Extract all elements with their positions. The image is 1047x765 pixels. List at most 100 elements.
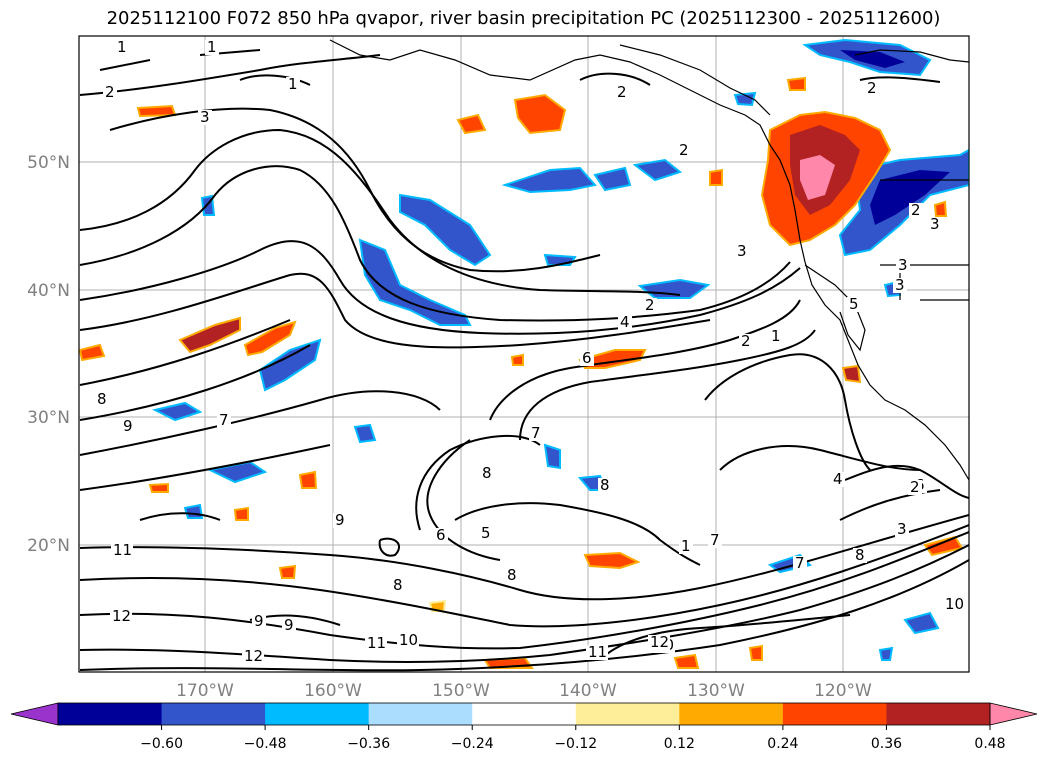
contour-label-background (847, 297, 861, 312)
contour-label-background (242, 649, 264, 664)
contour-label-background (111, 543, 133, 558)
contour-label: 2 (645, 296, 655, 314)
colorbar-tick-label: 0.48 (974, 736, 1005, 752)
contour-label: 12 (650, 633, 669, 651)
contour-label: 7 (531, 424, 541, 442)
contour-label: 1 (681, 537, 691, 555)
contour-label-background (434, 528, 448, 543)
colorbar-segment (265, 703, 370, 725)
contour-label: 5 (849, 295, 859, 313)
contour-label-background (943, 597, 965, 612)
contour-label: 12 (244, 647, 263, 665)
lat-label-40n: 40°N (27, 281, 70, 301)
contour-label-background (735, 244, 749, 259)
contour-label-background (909, 203, 923, 218)
colorbar (10, 702, 1038, 726)
contour-labels: 1112222332323342156677888999910111212111… (95, 38, 965, 665)
contour-label-background (365, 636, 387, 651)
colorbar-segment (161, 703, 266, 725)
contour-label-background (618, 315, 632, 330)
contour-label-background (391, 578, 405, 593)
contour-label-background (679, 539, 693, 554)
contour-label: 1 (207, 38, 217, 56)
lon-label-130w: 130°W (687, 681, 745, 701)
contour-label-background (598, 478, 612, 493)
longitude-labels: 170°W 160°W 150°W 140°W 130°W 120°W (176, 681, 872, 701)
contour-label-background (769, 329, 783, 344)
contour-label-background (480, 466, 494, 481)
contour-label-background (615, 85, 629, 100)
contour-label-background (529, 426, 543, 441)
contour-label: 3 (895, 276, 905, 294)
colorbar-segment (782, 703, 887, 725)
contour-label: 3 (898, 256, 908, 274)
colorbar-tick-label: 0.36 (871, 736, 902, 752)
contour-label-background (286, 77, 300, 92)
lon-label-150w: 150°W (432, 681, 490, 701)
lat-label-20n: 20°N (27, 536, 70, 556)
contour-label: 8 (97, 390, 107, 408)
contour-label: 8 (482, 464, 492, 482)
contour-label: 2 (741, 332, 751, 350)
contour-label-background (896, 258, 910, 273)
contour-label: 10 (945, 595, 964, 613)
lat-label-30n: 30°N (27, 408, 70, 428)
contour-label: 4 (620, 313, 630, 331)
contour-label-background (928, 217, 942, 232)
colorbar-segment (58, 703, 163, 725)
contour-label-background (95, 392, 109, 407)
contour-label-background (853, 548, 867, 563)
contour-label: 11 (588, 643, 607, 661)
contour-label-background (479, 526, 493, 541)
contour-label: 6 (436, 526, 446, 544)
contour-label-background (708, 533, 722, 548)
lon-label-170w: 170°W (176, 681, 234, 701)
contour-label-background (580, 351, 594, 366)
positive-precip-patches (79, 76, 964, 669)
contour-label: 9 (254, 612, 264, 630)
contour-label: 9 (123, 417, 133, 435)
contour-label-background (643, 298, 657, 313)
contour-label-background (217, 413, 231, 428)
colorbar-segment (472, 703, 577, 725)
figure-title: 2025112100 F072 850 hPa qvapor, river ba… (106, 8, 941, 29)
contour-label: 2 (679, 141, 689, 159)
contour-label: 1 (288, 75, 298, 93)
contour-label-background (793, 556, 807, 571)
contour-label: 3 (930, 215, 940, 233)
contour-label-background (282, 618, 296, 633)
lat-label-50n: 50°N (27, 153, 70, 173)
colorbar-tick-label: −0.12 (554, 736, 597, 752)
contour-label: 3 (737, 242, 747, 260)
colorbar-ticks: −0.60 −0.48 −0.36 −0.24 −0.12 0.12 0.24 0.36 0.4… (140, 725, 1006, 752)
colorbar-frame (57, 702, 991, 726)
contour-label-background (831, 472, 845, 487)
contour-label-background (677, 143, 691, 158)
contour-label-background (121, 419, 135, 434)
contour-label-background (865, 81, 879, 96)
contour-label: 4 (833, 470, 843, 488)
contour-label-background (198, 110, 212, 125)
contour-label-background (895, 522, 909, 537)
colorbar-segment (368, 703, 473, 725)
contour-label: 10 (399, 631, 418, 649)
contour-label-background (115, 40, 129, 55)
contour-label-background (103, 85, 117, 100)
contour-label: 2 (867, 79, 877, 97)
contour-label-background (333, 513, 347, 528)
contour-label: 6 (582, 349, 592, 367)
contour-label: 3 (897, 520, 907, 538)
colorbar-tick-label: 0.12 (664, 736, 695, 752)
contour-label: 8 (600, 476, 610, 494)
contour-label-background (110, 609, 132, 624)
map-content: 1112222332323342156677888999910111212111… (79, 36, 969, 672)
contour-label-background (205, 40, 219, 55)
colorbar-segment (886, 703, 991, 725)
contour-label: 5 (481, 524, 491, 542)
colorbar-extend-max (989, 702, 1038, 726)
contour-label-background (505, 568, 519, 583)
contour-label: 11 (367, 634, 386, 652)
contour-label-background (586, 645, 608, 660)
latitude-labels: 50°N 40°N 30°N 20°N (27, 153, 70, 556)
